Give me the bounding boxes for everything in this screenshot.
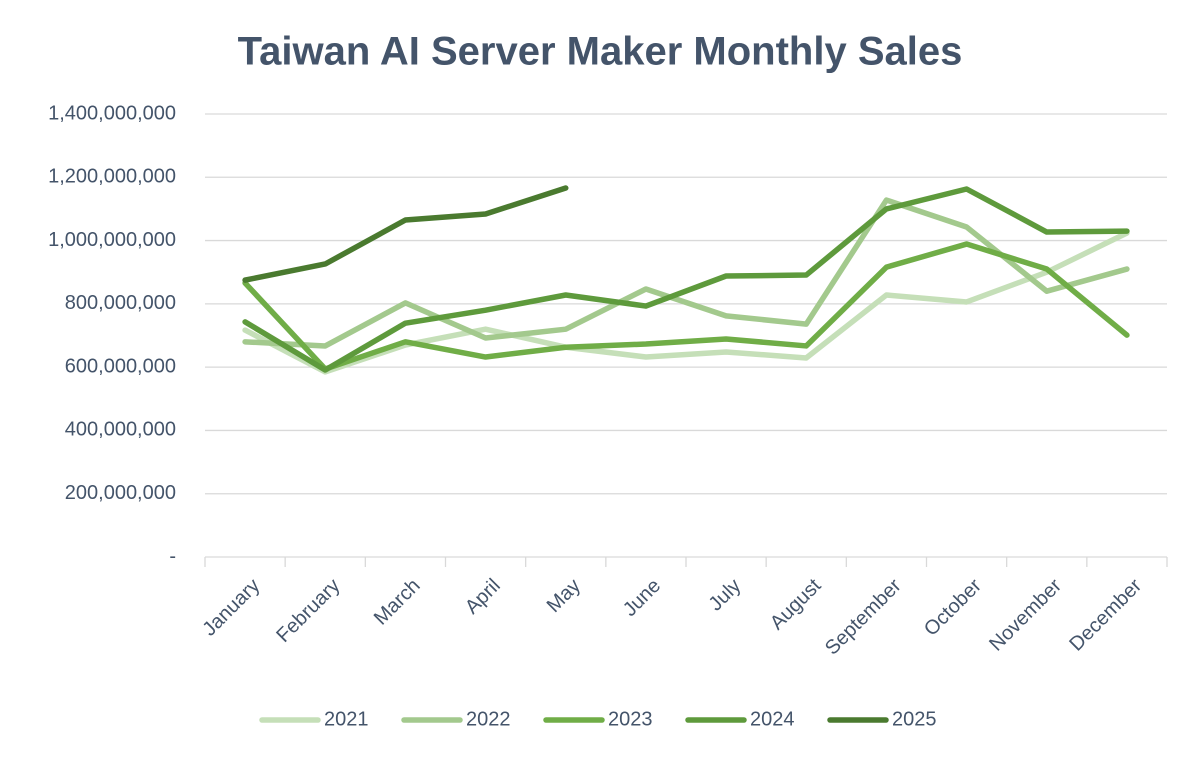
- legend-label: 2025: [892, 708, 937, 730]
- legend-label: 2022: [466, 708, 511, 730]
- x-tick-label: May: [543, 575, 585, 617]
- legend-label: 2024: [750, 708, 795, 730]
- x-tick-label: June: [619, 575, 665, 621]
- y-tick-label: 400,000,000: [65, 419, 176, 441]
- y-tick-label: -: [169, 545, 176, 567]
- y-tick-label: 1,200,000,000: [48, 166, 176, 188]
- series-line: [242, 186, 1130, 373]
- series-line: [242, 230, 1130, 375]
- x-tick-label: November: [985, 574, 1066, 655]
- x-tick-label: February: [272, 575, 344, 647]
- y-tick-label: 800,000,000: [65, 292, 176, 314]
- x-tick-label: December: [1065, 574, 1146, 655]
- series-line: [242, 241, 1130, 372]
- legend-label: 2021: [324, 708, 369, 730]
- legend-label: 2023: [608, 708, 653, 730]
- y-tick-label: 600,000,000: [65, 355, 176, 377]
- x-tick-label: September: [821, 574, 906, 659]
- y-tick-label: 1,400,000,000: [48, 102, 176, 124]
- y-tick-label: 1,000,000,000: [48, 229, 176, 251]
- y-tick-label: 200,000,000: [65, 482, 176, 504]
- chart-title: Taiwan AI Server Maker Monthly Sales: [238, 30, 963, 74]
- x-tick-label: April: [461, 575, 505, 619]
- x-tick-label: March: [370, 575, 425, 630]
- x-tick-label: August: [766, 574, 826, 634]
- x-tick-label: October: [920, 574, 986, 640]
- series-line: [242, 197, 1130, 349]
- x-tick-label: July: [705, 575, 746, 616]
- x-tick-label: January: [198, 575, 264, 641]
- series-line: [242, 185, 569, 283]
